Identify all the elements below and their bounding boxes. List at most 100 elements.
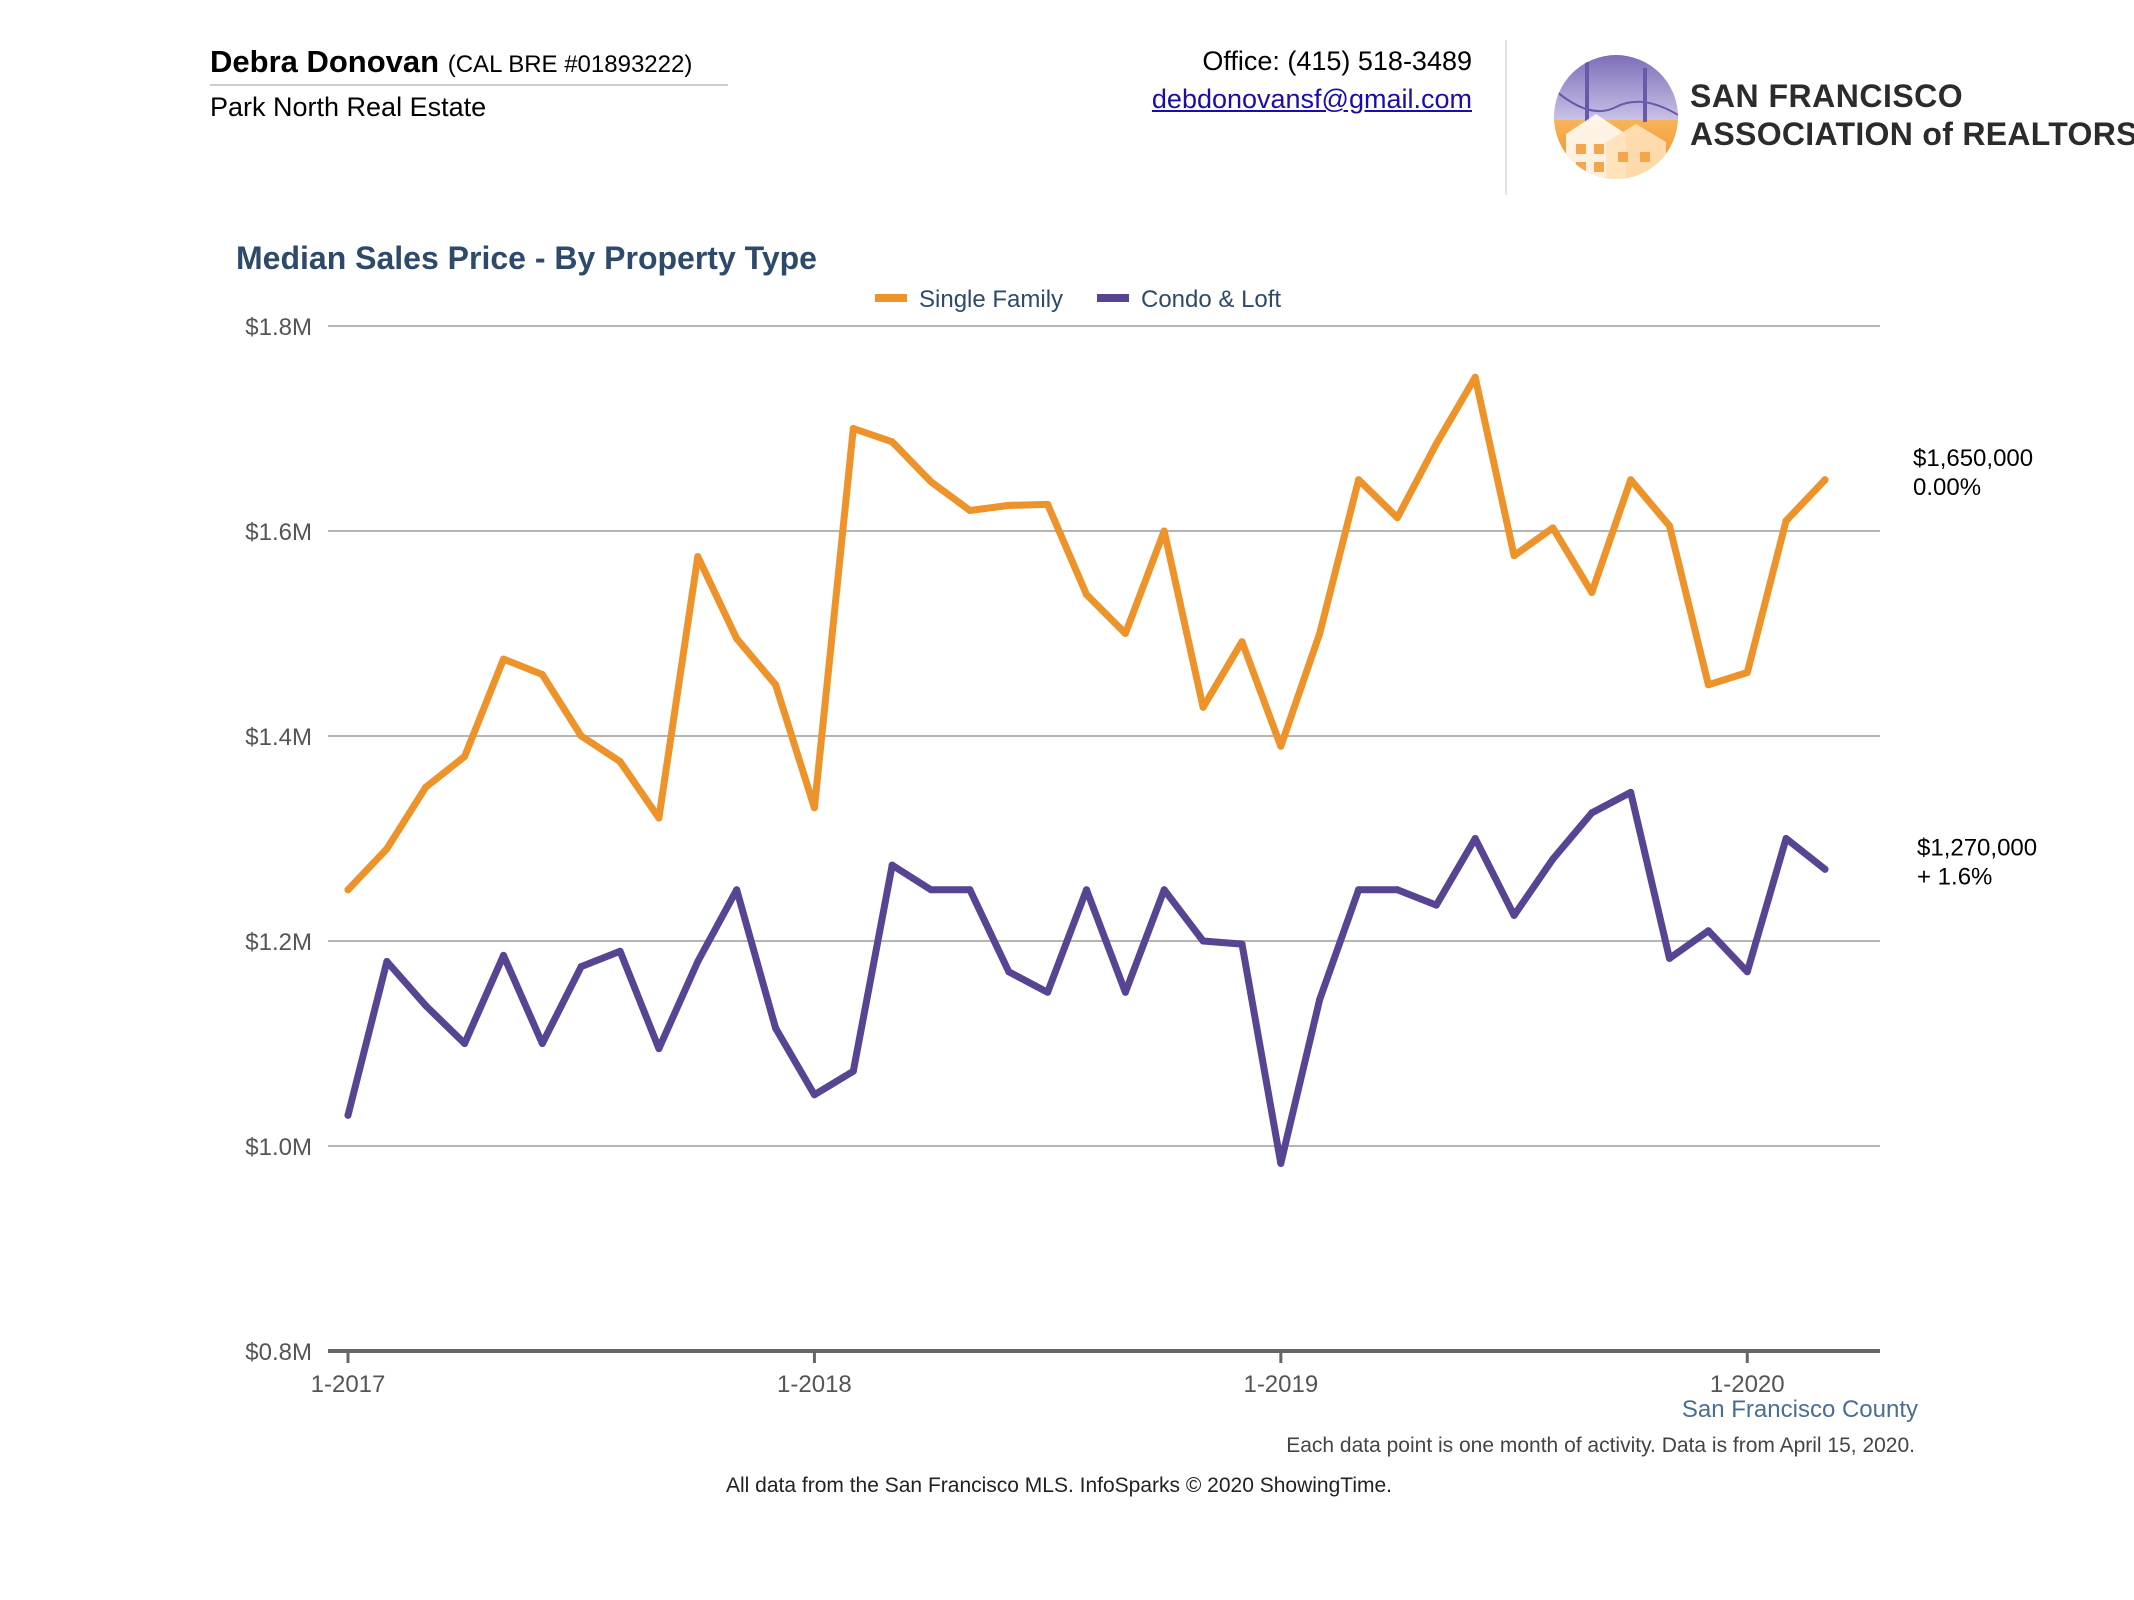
- data-point-condo-loft: [1627, 788, 1635, 796]
- data-point-condo-loft: [577, 963, 585, 971]
- data-point-condo-loft: [1588, 809, 1596, 817]
- data-point-single-family: [1588, 589, 1596, 596]
- data-point-condo-loft: [927, 886, 935, 894]
- series-line-condo-loft: [344, 788, 1829, 1167]
- data-point-condo-loft: [1782, 835, 1790, 842]
- org-name-line2: ASSOCIATION of REALTORS®: [1690, 116, 2134, 153]
- data-point-single-family: [1355, 476, 1363, 484]
- data-point-single-family: [1510, 552, 1518, 560]
- sfar-logo-icon: [1554, 55, 1678, 179]
- data-point-condo-loft: [1355, 886, 1363, 894]
- data-point-single-family: [1666, 522, 1674, 530]
- chart-title: Median Sales Price - By Property Type: [236, 240, 817, 276]
- org-name-line2-text: ASSOCIATION of REALTORS: [1690, 116, 2134, 152]
- data-point-condo-loft: [422, 1002, 430, 1010]
- email-link[interactable]: debdonovansf@gmail.com: [1151, 84, 1472, 114]
- y-tick-label: $1.8M: [245, 314, 312, 341]
- data-point-single-family: [538, 671, 546, 678]
- data-point-condo-loft: [1121, 988, 1129, 996]
- data-point-single-family: [1083, 591, 1090, 599]
- series-line-single-family: [344, 373, 1829, 894]
- end-change-condo-loft: + 1.6%: [1917, 863, 1992, 890]
- gridlines: [328, 325, 1880, 1353]
- data-point-condo-loft: [1549, 855, 1557, 863]
- company-name: Park North Real Estate: [210, 92, 487, 122]
- data-point-condo-loft: [1704, 927, 1712, 935]
- data-point-condo-loft: [772, 1024, 780, 1032]
- data-point-condo-loft: [1743, 968, 1751, 976]
- x-tick-label: 1-2019: [1243, 1371, 1318, 1398]
- data-point-condo-loft: [888, 861, 896, 869]
- x-tick-label: 1-2020: [1710, 1371, 1785, 1398]
- y-axis-ticks: $1.8M $1.6M $1.4M $1.2M $1.0M $0.8M: [245, 314, 312, 1366]
- data-point-single-family: [383, 845, 391, 853]
- data-point-single-family: [1316, 630, 1324, 637]
- data-source: All data from the San Francisco MLS. Inf…: [726, 1474, 1393, 1497]
- end-value-condo-loft: $1,270,000: [1917, 834, 2037, 861]
- y-tick-label: $0.8M: [245, 1339, 312, 1366]
- data-point-condo-loft: [655, 1045, 663, 1053]
- data-point-single-family: [1471, 373, 1479, 381]
- series-lines: [344, 373, 1829, 1167]
- end-change-single-family: 0.00%: [1913, 474, 1981, 501]
- data-point-condo-loft: [1821, 865, 1829, 873]
- data-point-single-family: [1743, 668, 1751, 676]
- data-point-condo-loft: [616, 947, 624, 955]
- data-point-single-family: [733, 635, 741, 643]
- data-point-condo-loft: [1432, 901, 1440, 909]
- data-point-single-family: [461, 753, 469, 760]
- y-tick-label: $1.2M: [245, 929, 312, 956]
- agent-name-text: Debra Donovan: [210, 44, 440, 79]
- data-point-single-family: [577, 732, 585, 740]
- data-point-single-family: [499, 655, 507, 663]
- y-tick-label: $1.4M: [245, 724, 312, 751]
- org-name-line1: SAN FRANCISCO: [1690, 78, 1964, 114]
- data-point-condo-loft: [849, 1067, 857, 1075]
- y-tick-label: $1.0M: [245, 1134, 312, 1161]
- data-point-single-family: [616, 758, 624, 766]
- county-label: San Francisco County: [1681, 1396, 1918, 1423]
- y-tick-label: $1.6M: [245, 519, 312, 546]
- data-point-condo-loft: [966, 886, 974, 894]
- data-point-condo-loft: [1316, 995, 1324, 1003]
- data-point-single-family: [1782, 517, 1790, 525]
- data-point-condo-loft: [344, 1111, 352, 1119]
- agent-name: Debra Donovan (CAL BRE #01893222): [210, 44, 692, 80]
- header-divider: [1505, 40, 1507, 195]
- data-point-single-family: [1704, 681, 1712, 689]
- legend-label-condo-loft: Condo & Loft: [1141, 286, 1281, 313]
- data-point-condo-loft: [733, 886, 741, 894]
- office-phone: Office: (415) 518-3489: [1202, 46, 1472, 76]
- data-point-condo-loft: [1666, 954, 1674, 962]
- data-point-single-family: [1432, 440, 1440, 448]
- data-point-condo-loft: [1044, 988, 1052, 996]
- data-point-condo-loft: [461, 1040, 469, 1047]
- data-point-single-family: [1160, 527, 1168, 535]
- data-point-condo-loft: [538, 1040, 546, 1047]
- data-point-single-family: [772, 681, 780, 689]
- data-point-condo-loft: [1393, 886, 1401, 894]
- data-point-single-family: [1044, 500, 1052, 508]
- data-point-single-family: [1238, 638, 1246, 646]
- data-point-condo-loft: [1005, 968, 1013, 976]
- data-point-single-family: [422, 783, 430, 791]
- data-point-single-family: [1821, 476, 1829, 484]
- agent-divider: [210, 84, 728, 86]
- data-point-single-family: [694, 553, 702, 561]
- data-point-condo-loft: [499, 951, 507, 959]
- data-point-condo-loft: [810, 1091, 818, 1099]
- data-point-single-family: [1199, 703, 1207, 711]
- legend-label-single-family: Single Family: [919, 286, 1063, 313]
- data-point-single-family: [655, 814, 663, 822]
- data-point-condo-loft: [383, 958, 391, 965]
- end-value-single-family: $1,650,000: [1913, 445, 2033, 472]
- data-point-single-family: [1121, 630, 1129, 637]
- data-point-single-family: [849, 425, 857, 432]
- legend: Single Family Condo & Loft: [875, 286, 1281, 313]
- data-point-single-family: [344, 886, 352, 894]
- data-point-condo-loft: [1083, 886, 1090, 894]
- x-tick-label: 1-2017: [311, 1371, 386, 1398]
- data-point-single-family: [810, 804, 818, 812]
- data-note: Each data point is one month of activity…: [1286, 1434, 1915, 1457]
- data-point-single-family: [1005, 501, 1013, 509]
